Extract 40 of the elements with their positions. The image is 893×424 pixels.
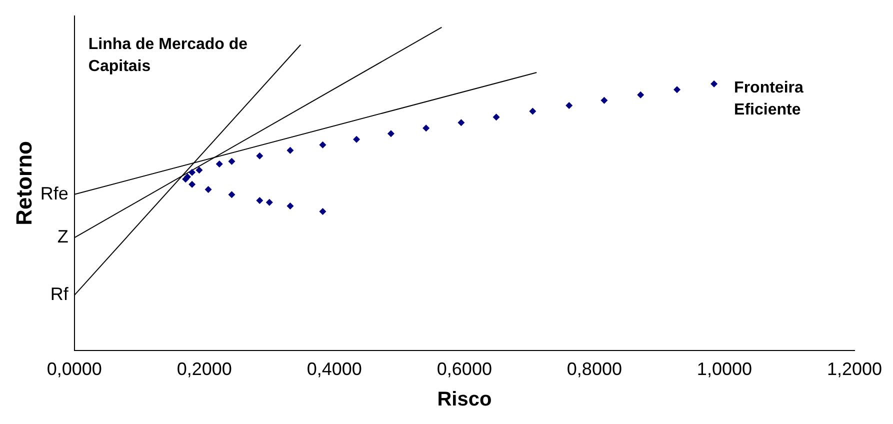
point — [228, 191, 236, 198]
x-axis-title: Risco — [437, 388, 492, 411]
point — [286, 202, 294, 210]
point — [422, 124, 430, 132]
point — [529, 108, 536, 115]
point — [674, 86, 681, 94]
point — [492, 114, 500, 121]
point — [256, 152, 264, 160]
point — [286, 146, 294, 154]
series-label: Linha de Mercado de Capitais — [88, 36, 248, 76]
x-tick-label: 0,2000 — [176, 359, 232, 380]
text: Rfe — [40, 183, 68, 204]
point — [319, 141, 326, 148]
x-tick-label: 0,6000 — [436, 359, 492, 380]
y-axis-title: Retorno — [11, 141, 36, 226]
point — [458, 119, 465, 126]
text: Rf — [50, 284, 70, 304]
x-tick-label: 0,0000 — [46, 359, 102, 380]
point — [196, 166, 203, 174]
point — [387, 130, 394, 138]
x-tick-label: 1,0000 — [696, 359, 752, 380]
point — [204, 186, 212, 193]
point — [637, 91, 644, 98]
point — [216, 160, 223, 168]
point — [182, 176, 190, 183]
point — [188, 168, 196, 176]
x-tick-label: 0,4000 — [306, 359, 362, 380]
point — [319, 208, 326, 215]
point — [188, 180, 196, 188]
point — [266, 198, 273, 206]
point — [228, 158, 236, 165]
point — [256, 196, 264, 204]
point — [566, 102, 573, 109]
point — [353, 136, 360, 143]
text: Z — [57, 226, 68, 247]
x-tick-label: 1,2000 — [826, 359, 882, 380]
point — [600, 96, 608, 104]
x-tick-label: 0,8000 — [566, 359, 622, 380]
series-label: Fronteira Eficiente — [734, 79, 804, 118]
point — [710, 80, 718, 88]
